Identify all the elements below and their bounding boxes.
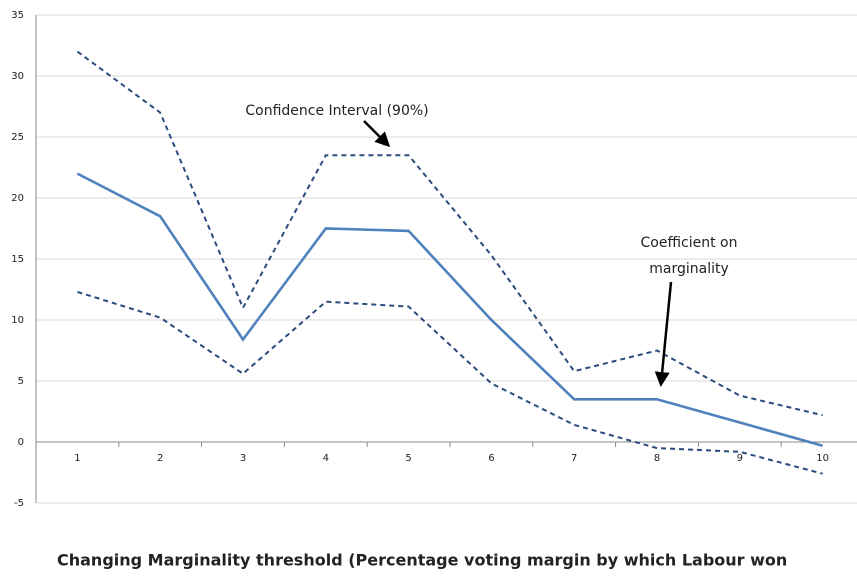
x-axis-label: Changing Marginality threshold (Percenta…	[57, 551, 787, 570]
y-tick-label: 10	[11, 315, 24, 326]
annotation-arrow	[654, 281, 673, 387]
y-tick-label: 35	[11, 10, 24, 21]
plot-area: -5 0 5 10 15 20 25 30 35 1 2 3 4 5 6 7 8 9 10	[11, 10, 857, 509]
y-tick-label: 15	[11, 254, 24, 265]
x-tick-label: 7	[571, 453, 577, 464]
y-tick-label: -5	[14, 498, 24, 509]
x-tick-label: 4	[323, 453, 329, 464]
annotation: marginality	[649, 261, 729, 277]
x-tick-label: 9	[737, 453, 743, 464]
x-tick-label: 2	[157, 453, 163, 464]
y-tick-label: 30	[11, 71, 24, 82]
x-tick-label: 8	[654, 453, 660, 464]
y-tick-label: 25	[11, 132, 24, 143]
x-tick-label: 5	[405, 453, 411, 464]
y-tick-label: 0	[18, 437, 24, 448]
series-line	[76, 172, 823, 447]
y-tick-label: 5	[18, 376, 24, 387]
series-line	[76, 50, 823, 417]
annotation-arrow	[363, 120, 391, 148]
x-tick-label: 1	[74, 453, 80, 464]
x-tick-label: 3	[240, 453, 246, 464]
x-tick-label: 10	[816, 453, 829, 464]
y-tick-label: 20	[11, 193, 24, 204]
annotation: Coefficient on	[641, 235, 738, 251]
x-tick-label: 6	[488, 453, 494, 464]
annotation: Confidence Interval (90%)	[245, 103, 428, 119]
series-line	[77, 290, 823, 475]
